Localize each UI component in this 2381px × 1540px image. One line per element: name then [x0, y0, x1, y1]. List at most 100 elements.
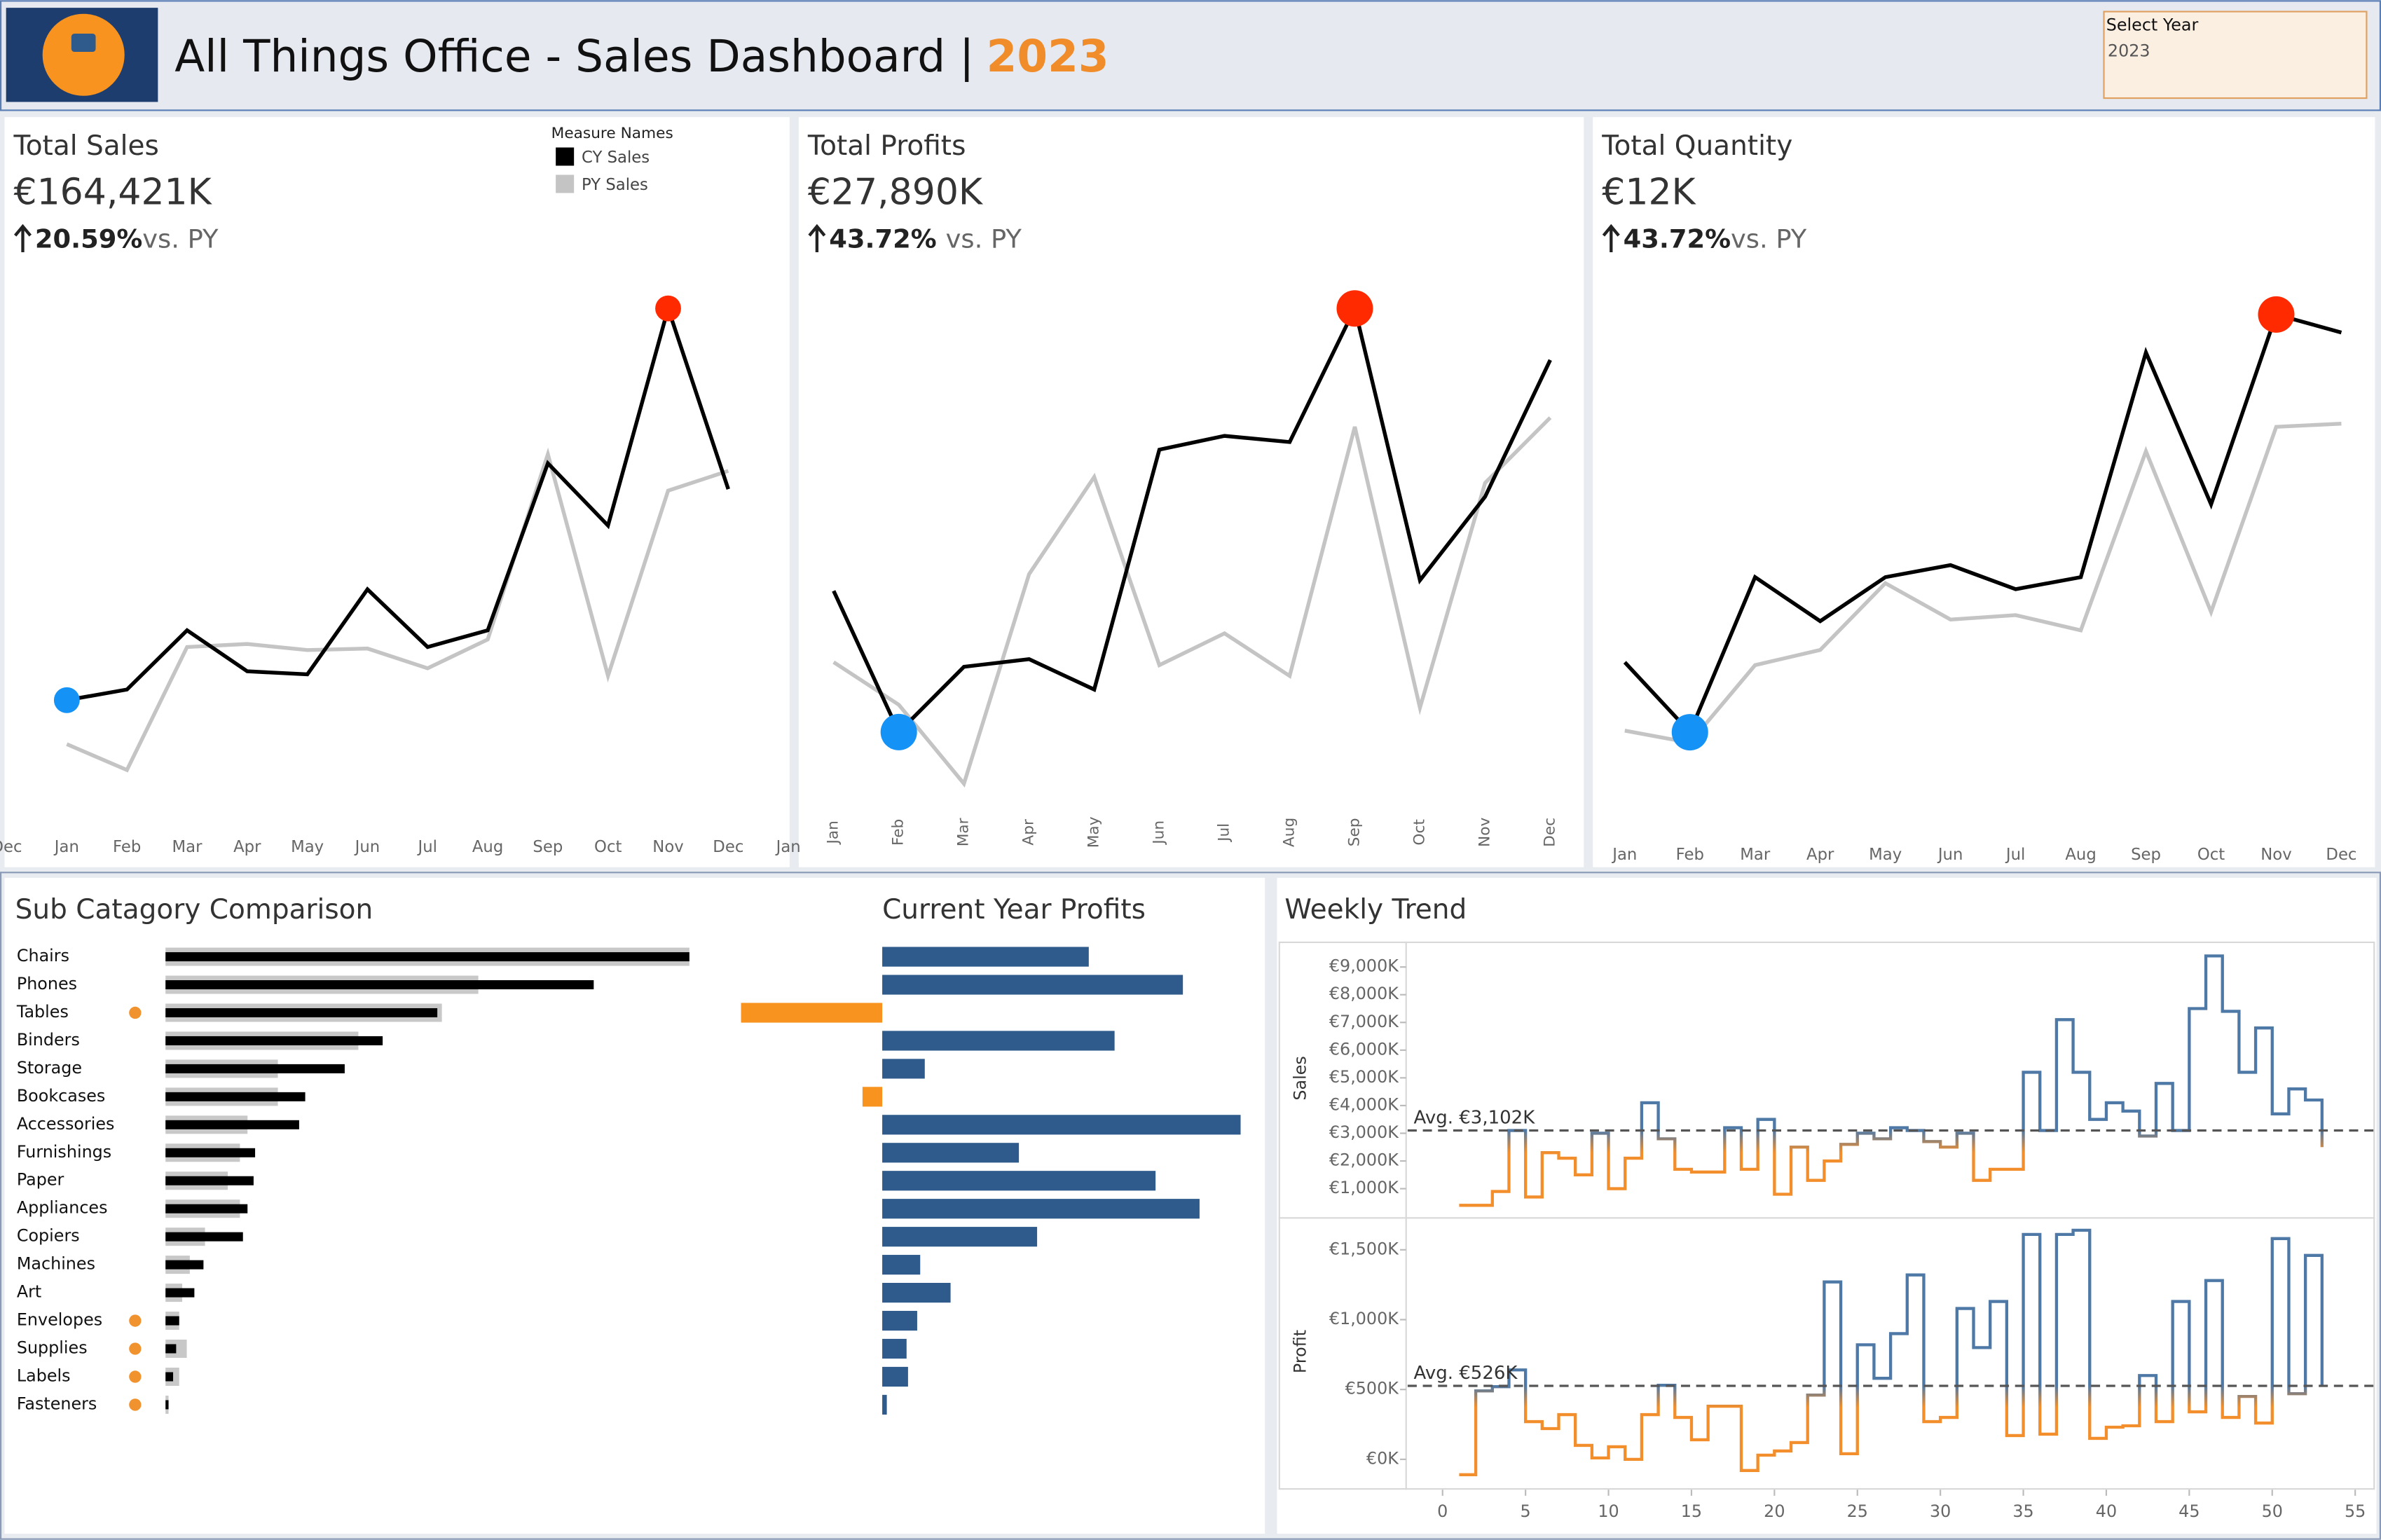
series-line	[1624, 421, 2342, 745]
legend-label: PY Sales	[582, 176, 648, 194]
bar	[165, 1148, 256, 1157]
x-tick-label: Jul	[2005, 846, 2025, 864]
y-tick-label: €8,000K	[1329, 984, 1399, 1003]
change-value: 43.72%	[1624, 224, 1731, 254]
x-tick-label: Nov	[652, 838, 683, 856]
flag-dot	[129, 1398, 142, 1411]
max-marker	[2258, 296, 2295, 333]
legend-swatch	[556, 174, 575, 193]
title-year: 2023	[987, 31, 1109, 82]
x-tick-label: Oct	[1411, 819, 1428, 845]
up-arrow	[14, 224, 32, 253]
x-tick-label: Oct	[594, 838, 622, 856]
bar	[165, 1204, 248, 1214]
x-tick-label: Sep	[2131, 846, 2161, 864]
step-line	[1459, 1228, 2324, 1476]
change-comparison: vs. PY	[1731, 224, 1807, 254]
kpi-change: 20.59%vs. PY	[35, 224, 219, 254]
category-label: Paper	[17, 1170, 64, 1190]
bar	[862, 1087, 883, 1107]
bar	[165, 1344, 177, 1354]
bar	[882, 1283, 951, 1303]
panel	[1593, 117, 2375, 867]
flag-dot	[129, 1342, 142, 1355]
x-tick-label: 5	[1521, 1501, 1531, 1521]
bar	[882, 1366, 908, 1387]
bar	[882, 1031, 1115, 1051]
x-tick-label: Jul	[1216, 823, 1233, 843]
x-tick-label: May	[1869, 846, 1902, 864]
year-filter[interactable]	[2103, 11, 2368, 99]
bar	[882, 1255, 921, 1275]
series-line	[832, 303, 1552, 736]
bar	[882, 975, 1183, 995]
kpi-value: €12K	[1602, 172, 1696, 214]
series-line	[1623, 312, 2342, 736]
category-label: Copiers	[17, 1226, 80, 1246]
change-value: 20.59%	[35, 224, 142, 254]
y-tick-label: €0K	[1366, 1448, 1399, 1468]
series-line	[66, 447, 729, 773]
category-label: Supplies	[17, 1338, 88, 1358]
x-tick-label: 25	[1847, 1501, 1868, 1521]
x-tick-label: Jan	[775, 838, 801, 856]
bar	[165, 952, 689, 962]
category-label: Tables	[16, 1002, 69, 1022]
bar	[882, 1227, 1038, 1247]
category-label: Accessories	[17, 1114, 115, 1134]
average-label: Avg. €526K	[1414, 1363, 1518, 1384]
y-tick-label: €1,000K	[1329, 1178, 1399, 1197]
legend-swatch	[556, 147, 575, 166]
panel	[4, 117, 790, 867]
bar	[165, 1064, 345, 1073]
bar	[165, 1120, 299, 1129]
x-tick-label: 50	[2262, 1501, 2283, 1521]
x-tick-label: 20	[1764, 1501, 1785, 1521]
title-text: All Things Office - Sales Dashboard |	[174, 31, 974, 83]
bar	[882, 1199, 1200, 1219]
filter-value[interactable]: 2023	[2108, 41, 2150, 60]
legend-label: CY Sales	[582, 149, 650, 167]
category-label: Machines	[17, 1254, 95, 1274]
x-tick-label: 35	[2012, 1501, 2033, 1521]
bar	[165, 1372, 174, 1382]
kpi-title: Total Quantity	[1601, 130, 1792, 162]
kpi-change: 43.72%vs. PY	[1624, 224, 1807, 254]
x-tick-label: 55	[2345, 1501, 2366, 1521]
x-tick-label: Mar	[172, 838, 203, 856]
bar	[165, 1232, 243, 1242]
category-label: Chairs	[17, 946, 69, 965]
y-axis-label: Profit	[1291, 1330, 1310, 1373]
x-tick-label: Nov	[1476, 818, 1493, 847]
x-tick-label: Jan	[825, 820, 842, 845]
x-tick-label: Jun	[1151, 820, 1168, 846]
bar	[165, 1176, 254, 1185]
chart-title: Current Year Profits	[882, 894, 1146, 926]
category-label: Fasteners	[17, 1394, 97, 1413]
series-line	[832, 416, 1552, 788]
y-tick-label: €2,000K	[1329, 1150, 1399, 1170]
x-tick-label: Mar	[955, 818, 973, 846]
category-label: Storage	[17, 1058, 82, 1078]
x-tick-label: Feb	[1676, 846, 1704, 864]
x-tick-label: Sep	[1345, 818, 1363, 846]
y-axis-label: Sales	[1291, 1056, 1310, 1100]
x-tick-label: Jun	[354, 838, 380, 856]
category-label: Labels	[17, 1366, 71, 1385]
x-tick-label: 30	[1930, 1501, 1951, 1521]
kpi-value: €164,421K	[14, 172, 213, 214]
bottom-frame	[0, 872, 2381, 1540]
bar	[882, 1310, 917, 1331]
series-line	[66, 301, 730, 702]
x-tick-label: Nov	[2260, 846, 2291, 864]
y-tick-label: €500K	[1345, 1379, 1400, 1398]
x-tick-label: Dec	[1541, 818, 1558, 847]
chart-title: Weekly Trend	[1284, 894, 1467, 926]
bar	[165, 1316, 179, 1326]
bar	[165, 1288, 195, 1298]
logo-icon	[71, 33, 96, 52]
bar	[165, 1400, 169, 1410]
min-marker	[53, 687, 80, 713]
max-marker	[1336, 290, 1373, 327]
